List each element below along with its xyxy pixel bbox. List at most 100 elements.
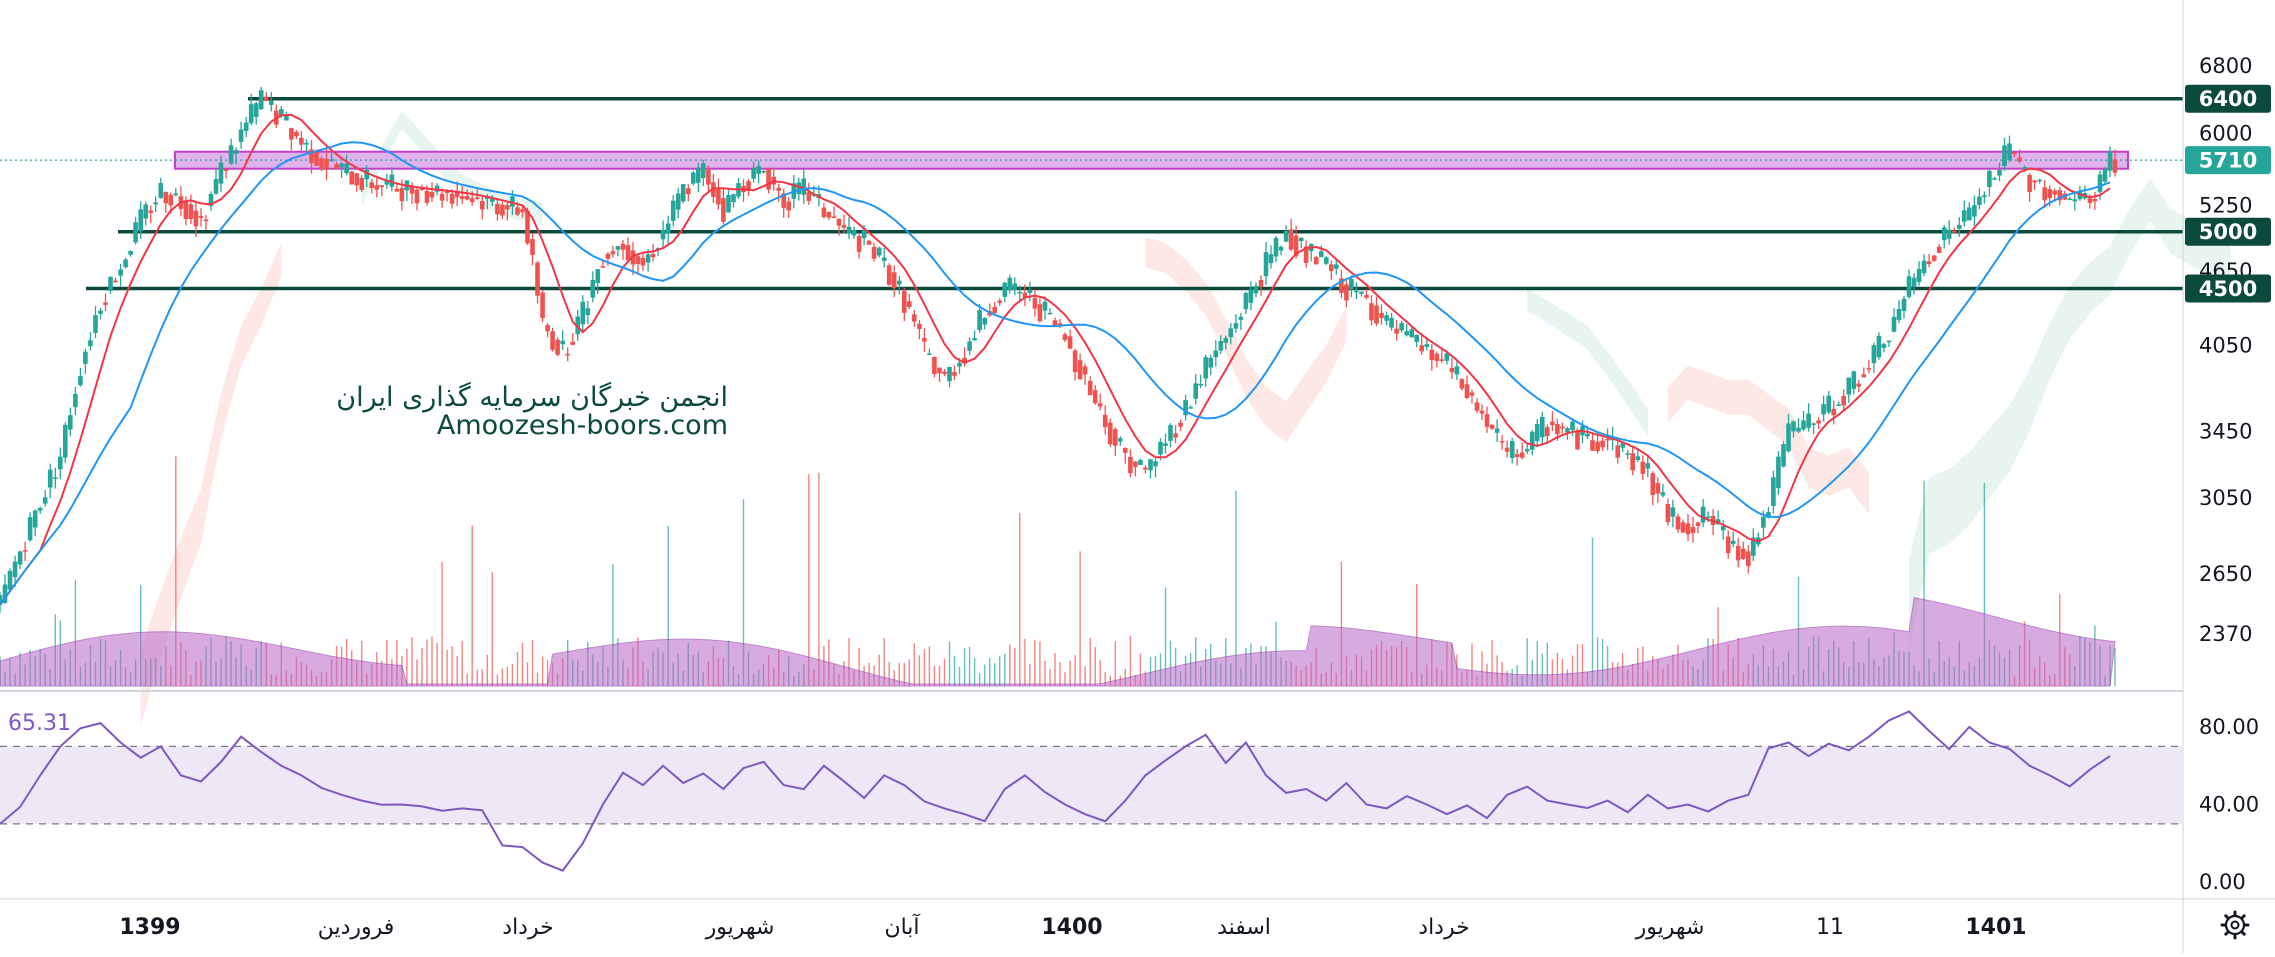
candle-body (1404, 331, 1409, 336)
candle-body (2042, 187, 2047, 201)
candle-body (1123, 448, 1128, 453)
candle-body (1113, 429, 1118, 446)
candle-body (1369, 303, 1374, 321)
candle-body (1168, 425, 1173, 441)
candle-body (1655, 483, 1661, 494)
price-tick-label: 6800 (2199, 54, 2252, 78)
candle-body (1946, 229, 1952, 239)
candle-body (163, 191, 169, 204)
candle-body (1303, 246, 1309, 263)
ma-slow-line (0, 141, 2111, 606)
candle-body (1906, 276, 1912, 297)
candle-body (1288, 229, 1294, 250)
candle-body (1916, 269, 1922, 282)
candle-body (515, 207, 520, 215)
candle-body (947, 367, 952, 382)
candle-body (1419, 345, 1424, 352)
candle-body (58, 456, 63, 470)
price-tick-label: 3050 (2199, 486, 2252, 510)
candle-body (696, 167, 701, 183)
candle-body (449, 193, 455, 204)
candle-body (766, 168, 771, 190)
candle-body (1329, 264, 1334, 272)
candle-body (0, 595, 3, 604)
candle-body (982, 318, 987, 325)
moving-averages (0, 113, 2111, 606)
rsi-axis[interactable]: 80.00 40.00 0.00 (2199, 715, 2259, 894)
candle-body (1283, 230, 1289, 242)
candle-body (821, 207, 827, 217)
candle-body (620, 243, 626, 250)
time-axis[interactable]: 1399 فروردین خرداد شهریور آبان 1400 اسفند خرداد… (119, 913, 2026, 940)
candle-body (937, 367, 942, 374)
candle-body (113, 280, 118, 283)
candle-body (1720, 526, 1726, 531)
candle-body (218, 162, 224, 184)
candle-body (1097, 403, 1103, 407)
candle-body (1992, 178, 1997, 180)
candle-body (454, 192, 460, 198)
level-6400-tag-label: 6400 (2199, 87, 2257, 111)
time-tick-label: آبان (884, 913, 920, 940)
candle-body (1243, 292, 1249, 310)
candle-body (1700, 506, 1706, 523)
candle-body (258, 90, 264, 110)
candle-body (1424, 344, 1430, 347)
candle-body (32, 510, 38, 528)
candle-body (560, 340, 565, 345)
time-tick-label: 1400 (1041, 915, 1102, 940)
level-6400-tag[interactable] (2185, 84, 2271, 113)
time-tick-label: شهریور (1635, 915, 1705, 940)
candle-body (891, 272, 897, 289)
candle-body (1278, 246, 1284, 251)
candle-body (148, 210, 153, 213)
candle-body (1806, 413, 1811, 428)
candle-body (304, 142, 309, 145)
candle-body (1183, 400, 1188, 416)
candle-body (1776, 456, 1781, 488)
candle-body (686, 188, 691, 195)
candle-body (856, 236, 862, 252)
candle-body (1504, 447, 1510, 452)
candle-body (660, 229, 666, 240)
candle-body (1766, 512, 1771, 518)
candle-body (384, 181, 390, 185)
candle-body (851, 230, 857, 236)
last-price-tag[interactable] (2185, 146, 2271, 175)
time-tick-label: شهریور (705, 915, 775, 940)
support-resistance-levels[interactable] (0, 96, 2183, 291)
candle-body (1821, 404, 1826, 415)
candle-body (1313, 257, 1319, 265)
candle-body (299, 137, 304, 145)
rsi-band (0, 746, 2183, 824)
candle-body (424, 190, 430, 203)
candle-body (1178, 422, 1183, 427)
gear-icon[interactable] (2220, 910, 2250, 940)
candle-body (1188, 407, 1193, 409)
candle-body (691, 172, 696, 184)
candle-body (781, 193, 786, 208)
candle-body (1108, 422, 1113, 445)
candle-body (1263, 252, 1269, 277)
candle-body (1022, 292, 1028, 298)
candle-body (1143, 467, 1148, 470)
candle-body (63, 424, 68, 458)
candle-body (912, 314, 917, 322)
price-axis[interactable]: 6800600052504650405034503050265023706400… (2185, 54, 2271, 646)
candle-body (88, 340, 93, 347)
candle-body (98, 310, 103, 314)
candle-body (550, 331, 555, 350)
candle-body (881, 257, 887, 261)
candle-body (721, 198, 726, 222)
candle-body (1856, 383, 1862, 387)
candle-body (324, 158, 329, 170)
level-4500-tag[interactable] (2185, 274, 2271, 303)
time-tick-label: 1399 (119, 915, 180, 940)
candle-body (1037, 304, 1043, 322)
candle-body (279, 109, 284, 117)
candle-body (103, 302, 108, 305)
level-5000-tag[interactable] (2185, 217, 2271, 246)
candle-body (1781, 444, 1786, 467)
candle-body (942, 371, 947, 374)
